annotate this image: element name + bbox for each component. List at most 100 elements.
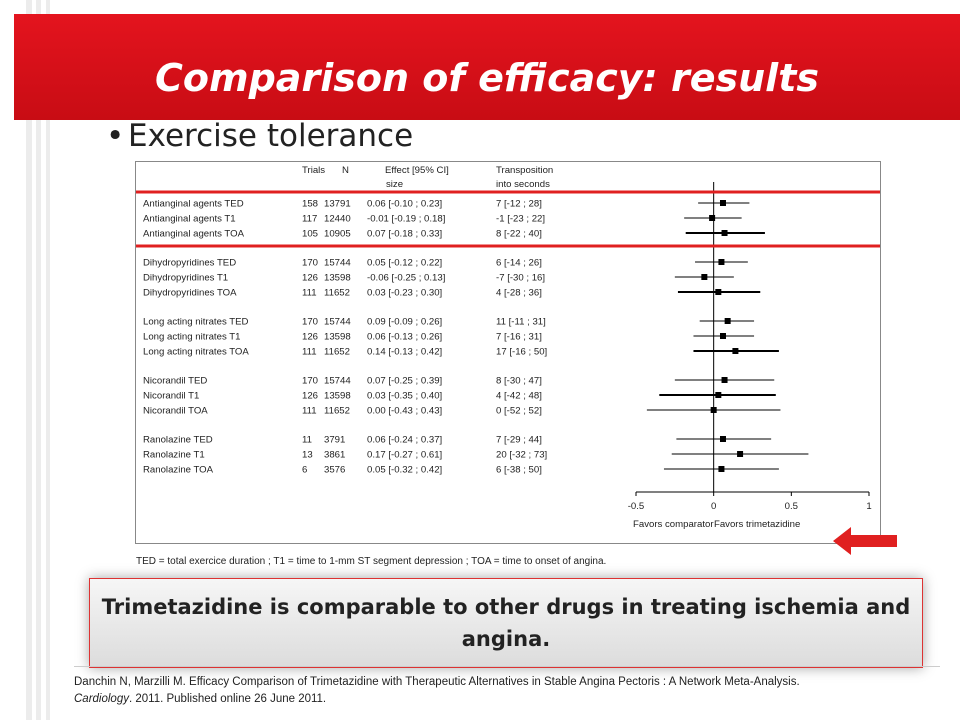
row-label: Antianginal agents TED: [143, 199, 244, 210]
bullet-text: Exercise tolerance: [128, 118, 414, 154]
row-n: 10905: [324, 229, 351, 240]
effect-point: [715, 392, 722, 398]
x-tick-label: 0.5: [785, 501, 798, 512]
effect-point: [718, 466, 725, 472]
effect-point: [709, 215, 716, 221]
favors-comparator-label: Favors comparator: [633, 519, 714, 530]
row-effect: 0.03 [-0.35 ; 0.40]: [367, 391, 442, 402]
column-header-trials: Trials: [302, 165, 325, 176]
row-trials: 111: [302, 288, 317, 299]
column-header-effect-size: size: [386, 179, 403, 190]
row-label: Long acting nitrates TOA: [143, 347, 249, 358]
effect-point: [737, 451, 744, 457]
row-n: 11652: [324, 406, 350, 417]
row-effect: 0.17 [-0.27 ; 0.61]: [367, 450, 442, 461]
row-trials: 105: [302, 229, 318, 240]
row-seconds: 7 [-12 ; 28]: [496, 199, 542, 210]
effect-point: [721, 377, 728, 383]
row-effect: 0.06 [-0.10 ; 0.23]: [367, 199, 442, 210]
citation-journal: Cardiology: [74, 693, 129, 705]
row-effect: 0.06 [-0.24 ; 0.37]: [367, 435, 442, 446]
decor-stripe: [26, 0, 32, 720]
row-seconds: 17 [-16 ; 50]: [496, 347, 547, 358]
row-trials: 126: [302, 391, 318, 402]
row-label: Antianginal agents TOA: [143, 229, 245, 240]
column-header-transposition: Transposition: [496, 165, 553, 176]
bullet-dot-icon: •: [106, 118, 125, 154]
row-trials: 126: [302, 273, 318, 284]
row-label: Dihydropyridines TOA: [143, 288, 237, 299]
citation-line1: Danchin N, Marzilli M. Efficacy Comparis…: [74, 676, 800, 688]
left-arrow-icon: [833, 527, 897, 555]
row-label: Ranolazine TED: [143, 435, 213, 446]
row-n: 3791: [324, 435, 345, 446]
row-label: Dihydropyridines TED: [143, 258, 236, 269]
effect-point: [715, 289, 722, 295]
row-effect: 0.07 [-0.18 ; 0.33]: [367, 229, 442, 240]
row-effect: 0.09 [-0.09 ; 0.26]: [367, 317, 442, 328]
row-n: 11652: [324, 288, 350, 299]
citation-rest: . 2011. Published online 26 June 2011.: [128, 693, 327, 705]
row-effect: 0.14 [-0.13 ; 0.42]: [367, 347, 442, 358]
x-tick-label: 0: [711, 501, 716, 512]
column-header-n: N: [342, 165, 349, 176]
effect-point: [701, 274, 708, 280]
row-effect: 0.05 [-0.12 ; 0.22]: [367, 258, 442, 269]
row-seconds: 6 [-38 ; 50]: [496, 465, 542, 476]
row-n: 13598: [324, 391, 351, 402]
row-label: Long acting nitrates T1: [143, 332, 240, 343]
forest-plot-panel: Trials N Effect [95% CI] size Transposition i…: [135, 161, 881, 544]
abbreviation-footnote: TED = total exercice duration ; T1 = tim…: [136, 556, 607, 567]
row-seconds: 0 [-52 ; 52]: [496, 406, 542, 417]
row-effect: -0.01 [-0.19 ; 0.18]: [367, 214, 445, 225]
row-effect: 0.00 [-0.43 ; 0.43]: [367, 406, 442, 417]
column-header-seconds: into seconds: [496, 179, 550, 190]
effect-point: [718, 259, 725, 265]
row-trials: 126: [302, 332, 318, 343]
effect-point: [724, 318, 731, 324]
conclusion-text: Trimetazidine is comparable to other dru…: [101, 595, 911, 651]
effect-point: [732, 348, 739, 354]
row-label: Ranolazine T1: [143, 450, 205, 461]
row-n: 13598: [324, 332, 351, 343]
row-trials: 170: [302, 376, 318, 387]
row-trials: 13: [302, 450, 313, 461]
row-trials: 170: [302, 258, 318, 269]
row-label: Long acting nitrates TED: [143, 317, 248, 328]
divider: [74, 666, 940, 667]
row-effect: 0.07 [-0.25 ; 0.39]: [367, 376, 442, 387]
effect-point: [721, 230, 728, 236]
row-trials: 158: [302, 199, 318, 210]
citation: Danchin N, Marzilli M. Efficacy Comparis…: [74, 674, 944, 708]
highlight-box: [136, 190, 880, 248]
forest-plot: Trials N Effect [95% CI] size Transposition i…: [136, 165, 880, 530]
row-n: 13598: [324, 273, 351, 284]
row-n: 3576: [324, 465, 345, 476]
row-n: 12440: [324, 214, 351, 225]
title-bar: Comparison of efficacy: results: [14, 14, 960, 120]
row-n: 15744: [324, 376, 351, 387]
row-trials: 11: [302, 435, 312, 446]
row-label: Nicorandil T1: [143, 391, 199, 402]
bullet-item: • Exercise tolerance: [106, 118, 414, 154]
row-label: Antianginal agents T1: [143, 214, 236, 225]
row-seconds: 8 [-30 ; 47]: [496, 376, 542, 387]
effect-point: [719, 333, 726, 339]
row-label: Ranolazine TOA: [143, 465, 214, 476]
row-seconds: -1 [-23 ; 22]: [496, 214, 545, 225]
row-seconds: 11 [-11 ; 31]: [496, 317, 546, 328]
row-seconds: 20 [-32 ; 73]: [496, 450, 547, 461]
x-tick-label: -0.5: [628, 501, 645, 512]
effect-point: [719, 200, 726, 206]
row-seconds: 7 [-16 ; 31]: [496, 332, 542, 343]
row-seconds: -7 [-30 ; 16]: [496, 273, 545, 284]
row-trials: 170: [302, 317, 318, 328]
row-n: 11652: [324, 347, 350, 358]
row-seconds: 4 [-42 ; 48]: [496, 391, 542, 402]
row-trials: 6: [302, 465, 307, 476]
column-header-effect: Effect [95% CI]: [385, 165, 449, 176]
row-effect: 0.03 [-0.23 ; 0.30]: [367, 288, 442, 299]
row-effect: 0.05 [-0.32 ; 0.42]: [367, 465, 442, 476]
row-seconds: 7 [-29 ; 44]: [496, 435, 542, 446]
row-trials: 111: [302, 347, 317, 358]
